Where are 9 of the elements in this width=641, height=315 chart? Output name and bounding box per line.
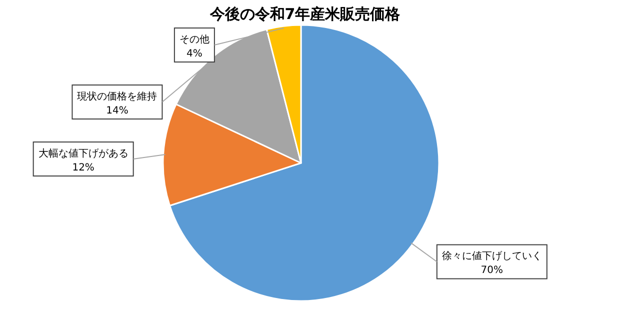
data-label: 70% [480, 265, 504, 276]
data-label: 14% [106, 106, 128, 116]
slice-label: その他 [179, 34, 210, 46]
chart-title: 今後の令和7年産米販売価格 [208, 5, 402, 23]
slice-label: 大幅な値下げがある [38, 148, 128, 160]
slice-label: 現状の価格を維持 [77, 90, 158, 102]
data-label: 12% [72, 162, 94, 174]
slice-label: 徐々に値下げしていく [442, 250, 542, 262]
data-label: 4% [186, 48, 202, 60]
